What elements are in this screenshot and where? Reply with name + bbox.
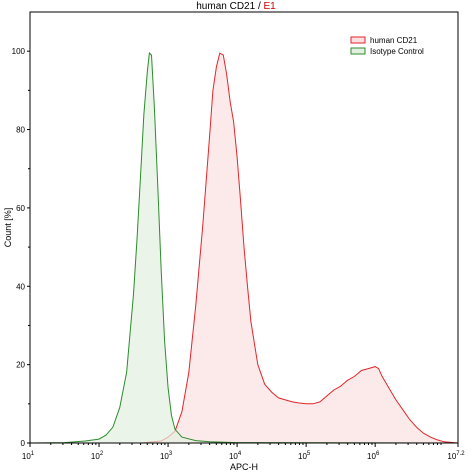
y-tick-label: 80	[16, 126, 25, 135]
y-tick-label: 100	[12, 47, 26, 56]
x-tick-label: 105	[298, 451, 311, 461]
series-layer	[29, 52, 459, 444]
series-line-isotype-control	[29, 52, 459, 444]
plot-frame	[29, 11, 459, 444]
x-tick-label: 103	[160, 451, 173, 461]
legend-swatch	[350, 36, 366, 44]
x-tick-label: 107.2	[447, 451, 465, 461]
chart-title-sample: human CD21	[196, 1, 256, 12]
series-area-isotype-control	[30, 53, 458, 443]
legend-label: human CD21	[370, 36, 418, 45]
y-axis-label: Count [%]	[3, 208, 13, 248]
x-tick-label: 102	[91, 451, 104, 461]
x-tick-label: 101	[22, 451, 35, 461]
legend: human CD21 Isotype Control	[350, 36, 424, 56]
y-tick-label: 0	[21, 439, 26, 448]
x-tick-label: 104	[229, 451, 242, 461]
x-axis-label: APC-H	[230, 462, 258, 472]
legend-label: Isotype Control	[370, 47, 424, 56]
chart-title-separator: /	[255, 1, 264, 12]
x-tick-label: 106	[367, 451, 380, 461]
y-tick-label: 20	[16, 361, 25, 370]
axis-layer: 0 20 40 60 80 100 101 102 103 104 105 106 107.2	[12, 47, 466, 461]
chart-title-gate: E1	[263, 1, 276, 12]
chart-title: human CD21 / E1	[0, 1, 472, 13]
series-line-human-cd21	[30, 52, 459, 444]
legend-swatch	[350, 47, 366, 55]
y-tick-label: 60	[16, 204, 25, 213]
y-tick-label: 40	[16, 282, 25, 291]
